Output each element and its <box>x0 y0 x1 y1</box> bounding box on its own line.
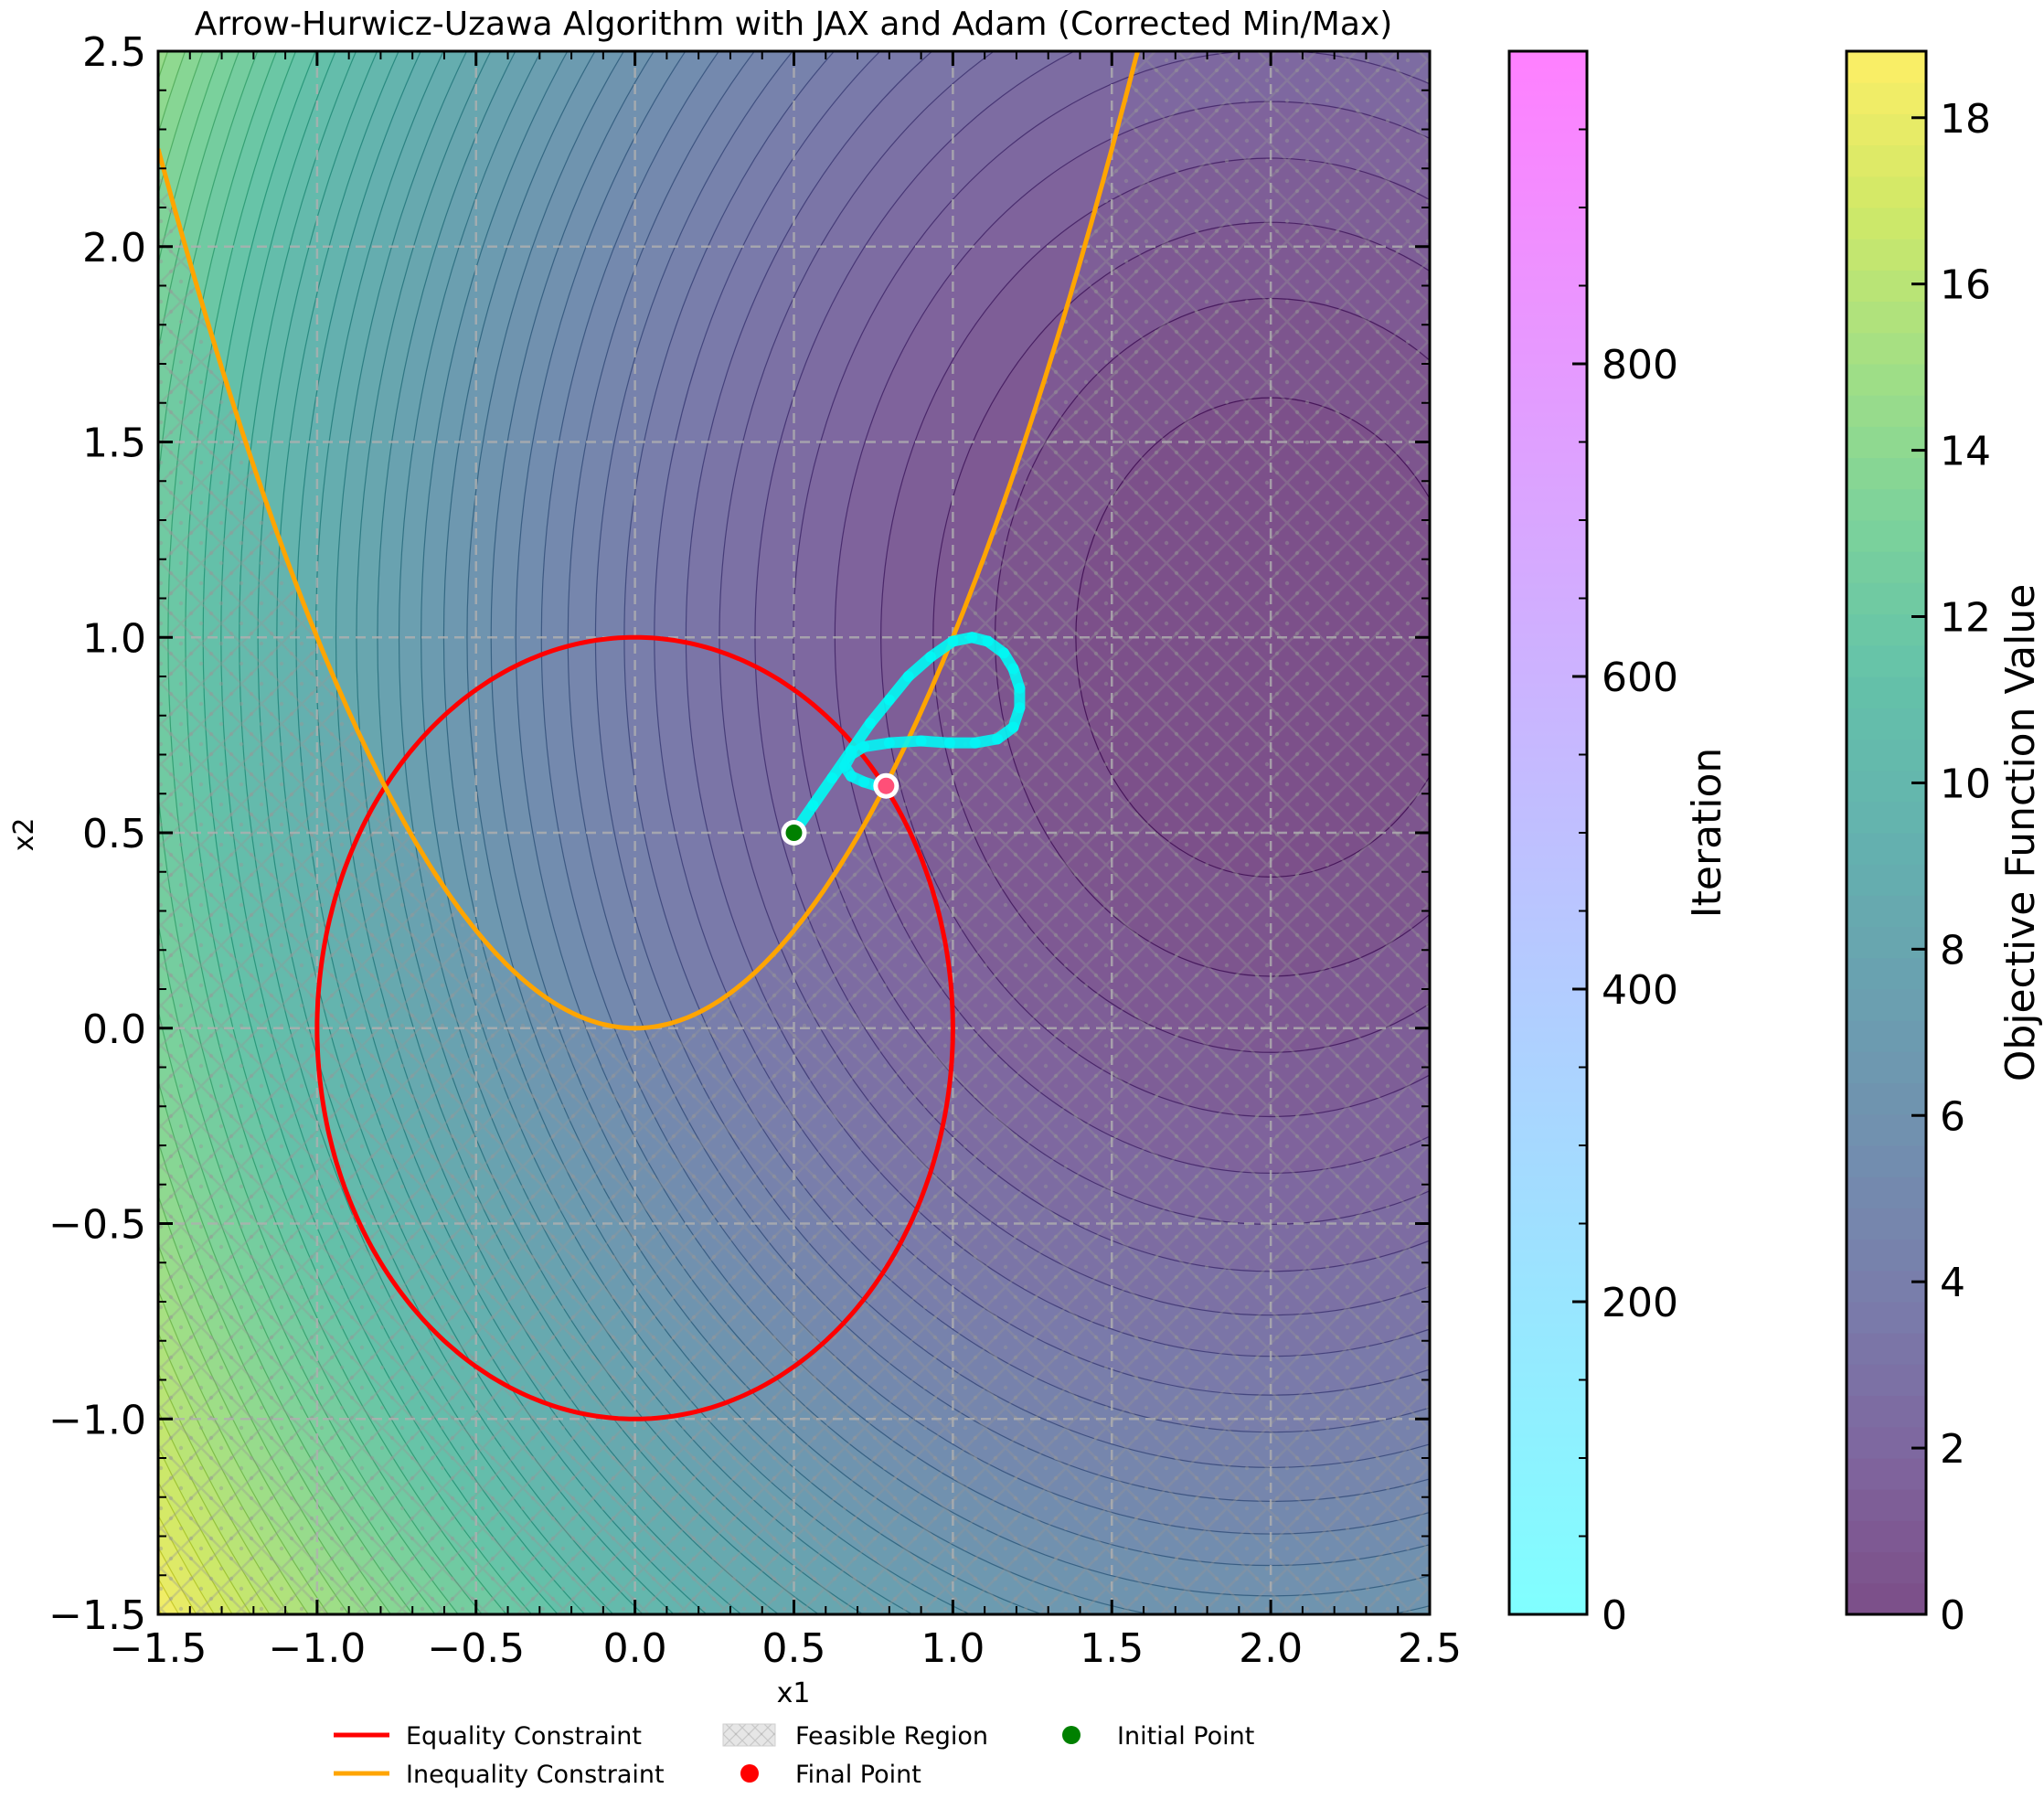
legend-item-initial: Initial Point <box>1062 1722 1254 1751</box>
x-tick-label: 1.5 <box>1080 1625 1144 1672</box>
x-tick-label: 2.5 <box>1398 1625 1462 1672</box>
grid-lines <box>158 51 1430 1614</box>
svg-text:Final Point: Final Point <box>795 1761 921 1789</box>
objective-tick-label: 2 <box>1940 1426 1965 1473</box>
y-tick-label: 0.5 <box>82 811 146 857</box>
objective-tick-label: 6 <box>1940 1093 1965 1140</box>
chart-title: Arrow-Hurwicz-Uzawa Algorithm with JAX a… <box>195 5 1393 43</box>
iteration-colorbar-label: Iteration <box>1684 748 1730 919</box>
objective-tick-label: 14 <box>1940 429 1991 475</box>
iteration-colorbar-ticks: 0 200 400 600 800 <box>1572 50 1678 1639</box>
y-tick-label: 1.0 <box>82 615 146 662</box>
iteration-tick-label: 0 <box>1602 1592 1627 1639</box>
x-tick-label: 1.0 <box>921 1625 985 1672</box>
initial-point-marker <box>781 820 807 846</box>
equality-constraint-curve <box>314 634 955 1421</box>
svg-text:Equality Constraint: Equality Constraint <box>406 1722 642 1751</box>
y-tick-label: 2.5 <box>82 29 146 76</box>
legend-item-feasible: Feasible Region <box>722 1722 988 1751</box>
y-tick-label: −0.5 <box>48 1202 146 1249</box>
x-tick-label: 2.0 <box>1239 1625 1303 1672</box>
legend-item-inequality: Inequality Constraint <box>334 1761 665 1789</box>
objective-tick-label: 0 <box>1940 1592 1965 1639</box>
iteration-tick-label: 400 <box>1602 967 1678 1014</box>
svg-text:Feasible Region: Feasible Region <box>795 1722 988 1751</box>
iteration-tick-label: 600 <box>1602 655 1678 701</box>
objective-colorbar: 0 2 4 6 8 10 12 14 16 18 Objective Function Value <box>1845 49 2044 1639</box>
objective-colorbar-ticks: 0 2 4 6 8 10 12 14 16 18 <box>1911 96 1991 1639</box>
x-tick-labels: −1.5 −1.0 −0.5 0.0 0.5 1.0 1.5 2.0 2.5 <box>110 1625 1462 1672</box>
x-tick-label: 0.5 <box>762 1625 826 1672</box>
objective-colorbar-label: Objective Function Value <box>1997 584 2044 1082</box>
y-tick-labels: −1.5 −1.0 −0.5 0.0 0.5 1.0 1.5 2.0 2.5 <box>48 29 146 1639</box>
iteration-tick-label: 200 <box>1602 1280 1678 1326</box>
x-tick-label: −1.5 <box>110 1625 208 1672</box>
axis-ticks <box>156 49 1432 1616</box>
legend-item-equality: Equality Constraint <box>334 1722 642 1751</box>
objective-tick-label: 16 <box>1940 262 1991 309</box>
objective-tick-label: 4 <box>1940 1260 1965 1306</box>
objective-tick-label: 8 <box>1940 927 1965 974</box>
x-axis-label: x1 <box>777 1677 811 1709</box>
x-tick-label: 0.0 <box>603 1625 667 1672</box>
legend: Equality Constraint Inequality Constrain… <box>334 1722 1254 1789</box>
legend-item-final: Final Point <box>740 1761 921 1789</box>
y-tick-label: −1.5 <box>48 1592 146 1639</box>
y-tick-label: −1.0 <box>48 1397 146 1443</box>
x-tick-label: −0.5 <box>427 1625 525 1672</box>
final-point-marker <box>873 772 900 799</box>
svg-text:Initial Point: Initial Point <box>1117 1722 1254 1751</box>
y-tick-label: 1.5 <box>82 420 146 467</box>
y-tick-label: 2.0 <box>82 225 146 271</box>
iteration-tick-label: 800 <box>1602 342 1678 389</box>
iteration-colorbar: 0 200 400 600 800 Iteration <box>1507 49 1730 1639</box>
x-tick-label: −1.0 <box>268 1625 366 1672</box>
inequality-constraint-curve <box>158 51 1141 1031</box>
y-axis-label: x2 <box>8 818 40 852</box>
objective-tick-label: 10 <box>1940 761 1991 807</box>
y-tick-label: 0.0 <box>82 1006 146 1053</box>
objective-tick-label: 18 <box>1940 96 1991 143</box>
objective-tick-label: 12 <box>1940 595 1991 642</box>
svg-text:Inequality Constraint: Inequality Constraint <box>406 1761 665 1789</box>
optimization-trajectory <box>788 632 1026 838</box>
